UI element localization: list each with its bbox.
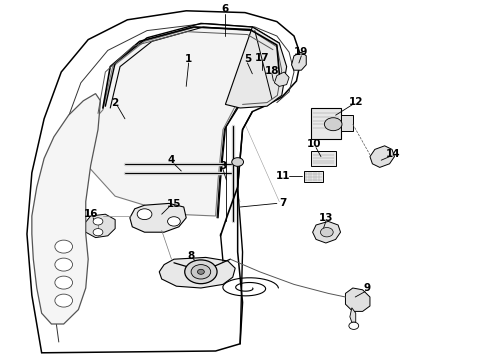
Polygon shape (311, 108, 341, 139)
Polygon shape (370, 146, 394, 167)
Polygon shape (304, 171, 323, 182)
Text: 2: 2 (112, 98, 119, 108)
Text: 5: 5 (244, 54, 251, 64)
Circle shape (191, 265, 211, 279)
Text: 18: 18 (265, 66, 279, 76)
Circle shape (55, 294, 73, 307)
Polygon shape (27, 11, 301, 353)
Polygon shape (341, 115, 353, 131)
Text: 10: 10 (306, 139, 321, 149)
Circle shape (93, 229, 103, 236)
Text: 14: 14 (386, 149, 400, 159)
Text: 1: 1 (185, 54, 192, 64)
Text: 13: 13 (318, 213, 333, 223)
Circle shape (232, 158, 244, 166)
Circle shape (137, 209, 152, 220)
Polygon shape (83, 214, 115, 238)
Polygon shape (311, 151, 336, 166)
Circle shape (55, 258, 73, 271)
Circle shape (93, 218, 103, 225)
Polygon shape (345, 288, 370, 311)
Polygon shape (350, 308, 356, 322)
Text: 19: 19 (294, 47, 309, 57)
Text: 7: 7 (279, 198, 287, 208)
Text: 8: 8 (188, 251, 195, 261)
Text: 9: 9 (364, 283, 371, 293)
Circle shape (320, 228, 333, 237)
Circle shape (324, 118, 342, 131)
Text: 3: 3 (220, 161, 226, 171)
Circle shape (168, 217, 180, 226)
Circle shape (55, 276, 73, 289)
Text: 4: 4 (168, 155, 175, 165)
Text: 17: 17 (255, 53, 270, 63)
Polygon shape (86, 27, 277, 216)
Text: 11: 11 (276, 171, 291, 181)
Polygon shape (292, 52, 306, 70)
Circle shape (185, 260, 217, 284)
Text: 12: 12 (349, 97, 364, 107)
Circle shape (349, 322, 359, 329)
Polygon shape (32, 94, 100, 324)
Polygon shape (159, 257, 235, 288)
Circle shape (197, 269, 204, 274)
Polygon shape (225, 27, 287, 108)
Text: 16: 16 (83, 209, 98, 219)
Polygon shape (274, 72, 289, 86)
Text: 6: 6 (222, 4, 229, 14)
Polygon shape (130, 203, 186, 232)
Circle shape (55, 240, 73, 253)
Polygon shape (313, 221, 341, 243)
Text: 15: 15 (167, 199, 181, 209)
